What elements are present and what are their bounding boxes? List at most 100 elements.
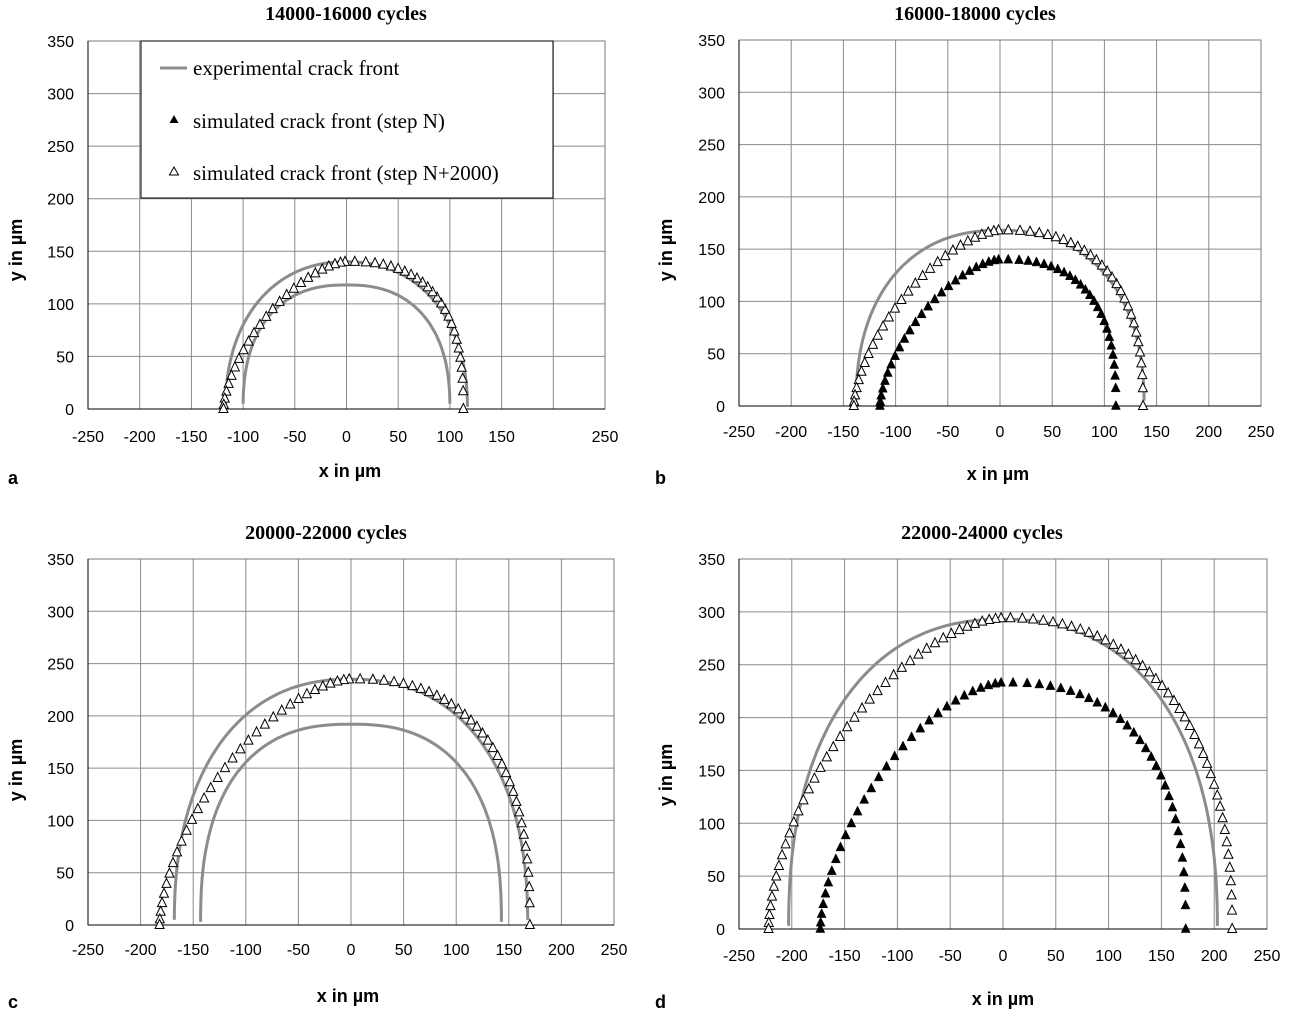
- y-tick-label-b-100: 100: [698, 294, 725, 311]
- step-n2000-point-b-11: [1115, 284, 1127, 296]
- step-n2000-point-c-51: [205, 781, 217, 793]
- step-n2000-point-b-4: [1134, 345, 1146, 357]
- step-n2000-point-b-0: [1137, 399, 1149, 410]
- step-n2000-point-d-66: [809, 771, 820, 783]
- step-n-point-d-11: [1155, 769, 1166, 780]
- step-n-point-b-0: [1110, 399, 1121, 410]
- step-n2000-point-c-20: [459, 708, 471, 719]
- step-n-point-b-37: [916, 308, 927, 319]
- x-tick-label-a--100: -100: [227, 429, 259, 446]
- step-n-point-b-7: [1102, 322, 1112, 333]
- step-n-point-b-29: [971, 261, 982, 272]
- step-n2000-point-a-6: [451, 333, 463, 344]
- step-n-point-b-45: [880, 375, 890, 385]
- step-n2000-point-b-29: [988, 224, 1000, 236]
- step-n2000-point-c-46: [243, 734, 254, 745]
- step-n2000-point-c-3: [523, 866, 534, 877]
- step-n-point-d-39: [924, 714, 935, 725]
- step-n-point-b-32: [950, 274, 961, 285]
- x-tick-label-b--200: -200: [775, 424, 807, 441]
- x-tick-label-b--50: -50: [936, 424, 959, 441]
- y-tick-label-c-200: 200: [47, 709, 74, 726]
- plot-area-c: -250 -200 -150 -100 -50 0 50 100 150 200 250 0 50 100…: [47, 552, 627, 959]
- step-n-point-b-44: [882, 366, 893, 377]
- step-n-point-d-10: [1160, 779, 1171, 790]
- step-n-point-b-8: [1099, 315, 1110, 326]
- y-tick-label-d-150: 150: [698, 763, 725, 780]
- step-n2000-point-c-65: [154, 918, 165, 929]
- step-n-point-b-11: [1089, 295, 1099, 305]
- step-n2000-point-d-3: [1225, 874, 1237, 886]
- y-tick-label-b-0: 0: [716, 399, 725, 416]
- step-n2000-point-a-19: [392, 262, 404, 273]
- step-n2000-point-a-41: [238, 343, 249, 355]
- step-n-point-b-33: [943, 280, 954, 291]
- step-n-point-b-12: [1084, 289, 1095, 300]
- step-n-point-d-59: [815, 922, 826, 933]
- step-n2000-point-c-14: [492, 749, 503, 761]
- step-n-point-d-50: [840, 829, 851, 840]
- step-n2000-point-d-28: [1115, 642, 1127, 654]
- x-tick-label-d-100: 100: [1095, 948, 1122, 965]
- y-tick-label-a-300: 300: [47, 87, 74, 104]
- step-n2000-point-b-19: [1072, 240, 1084, 251]
- y-tick-label-c-100: 100: [47, 813, 74, 830]
- step-n2000-point-d-47: [954, 623, 965, 635]
- step-n-point-d-27: [1034, 678, 1045, 689]
- step-n2000-point-d-79: [764, 908, 775, 919]
- y-tick-label-a-350: 350: [47, 34, 74, 51]
- step-n-point-d-46: [866, 782, 877, 793]
- y-tick-label-b-150: 150: [698, 242, 725, 259]
- step-n2000-point-c-4: [521, 852, 533, 864]
- step-n2000-point-b-40: [910, 276, 921, 288]
- step-n2000-point-c-34: [338, 673, 350, 685]
- y-tick-label-b-300: 300: [698, 85, 725, 102]
- step-n-point-b-19: [1046, 260, 1057, 271]
- x-tick-label-d--50: -50: [939, 948, 962, 965]
- y-tick-label-a-50: 50: [56, 349, 74, 366]
- x-tick-label-c-250: 250: [601, 942, 628, 959]
- step-n-point-d-12: [1151, 760, 1162, 770]
- y-tick-label-c-300: 300: [47, 604, 74, 621]
- step-n2000-point-a-18: [399, 264, 411, 276]
- y-tick-label-d-0: 0: [716, 922, 725, 939]
- step-n2000-point-a-8: [446, 317, 457, 328]
- step-n2000-point-b-2: [1136, 368, 1148, 380]
- step-n2000-point-c-58: [167, 856, 179, 868]
- step-n2000-point-d-7: [1219, 823, 1231, 835]
- step-n2000-point-d-18: [1179, 710, 1191, 722]
- step-n2000-point-b-31: [976, 228, 988, 239]
- step-n-point-d-56: [818, 898, 829, 909]
- step-n-point-b-9: [1096, 308, 1107, 318]
- x-tick-label-b-150: 150: [1143, 424, 1170, 441]
- step-n2000-point-b-6: [1131, 325, 1142, 337]
- step-n2000-point-a-7: [449, 324, 460, 336]
- step-n2000-point-c-50: [212, 771, 224, 782]
- legend-box: [140, 40, 554, 199]
- step-n2000-point-d-21: [1162, 686, 1174, 698]
- step-n2000-point-c-24: [431, 689, 443, 700]
- step-n2000-point-d-75: [770, 869, 782, 881]
- step-n-point-b-22: [1023, 254, 1034, 265]
- step-n2000-point-d-45: [969, 617, 981, 628]
- step-n2000-point-d-31: [1091, 629, 1103, 641]
- step-n2000-point-d-43: [983, 613, 995, 624]
- step-n2000-point-d-64: [821, 750, 833, 762]
- step-n-point-b-42: [890, 350, 900, 360]
- step-n2000-point-a-9: [443, 310, 454, 321]
- step-n2000-point-b-36: [940, 249, 951, 261]
- step-n2000-point-c-6: [518, 828, 530, 839]
- legend-entry-experimental: experimental crack front: [193, 56, 400, 80]
- step-n2000-point-d-52: [913, 648, 924, 659]
- step-n2000-point-b-38: [924, 262, 936, 273]
- step-n2000-point-b-9: [1122, 299, 1134, 311]
- step-n2000-point-b-25: [1024, 225, 1036, 236]
- step-n2000-point-b-44: [883, 310, 895, 322]
- step-n2000-point-c-25: [423, 685, 435, 697]
- step-n-point-b-40: [899, 332, 910, 343]
- y-tick-label-d-50: 50: [707, 869, 725, 886]
- x-tick-label-b--250: -250: [723, 424, 755, 441]
- step-n2000-point-a-32: [295, 276, 307, 287]
- step-n2000-point-b-49: [859, 356, 871, 367]
- step-n2000-point-d-69: [793, 804, 804, 816]
